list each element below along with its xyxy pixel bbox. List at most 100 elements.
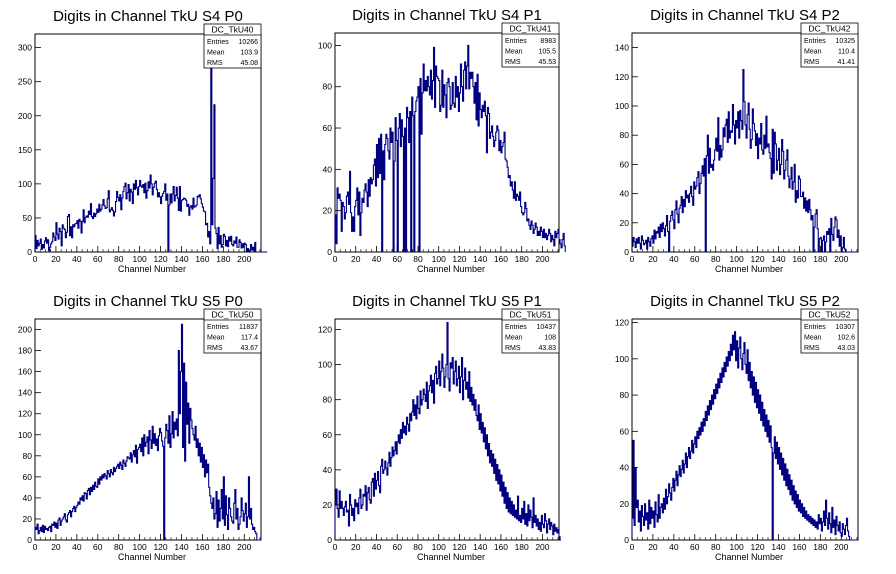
stats-histogram-name: DC_TkU50: [211, 310, 253, 320]
x-tick-label: 0: [630, 542, 635, 552]
stats-box: DC_TkU42 Entries 10325 Mean 110.4 RMS 41.41: [800, 22, 859, 68]
y-tick-label: 40: [323, 465, 333, 475]
panel-title: Digits in Channel TkU S4 P0: [53, 8, 243, 25]
x-tick-label: 120: [750, 542, 764, 552]
histogram-panel-1: Digits in Channel TkU S4 P0 0 20 40 60 80 100 1…: [18, 8, 268, 274]
histogram-panel-6: Digits in Channel TkU S5 P2 0 20 40 60 80 100 1…: [615, 293, 859, 562]
stats-histogram-name: DC_TkU40: [211, 25, 253, 35]
x-tick-label: 0: [33, 254, 38, 264]
x-tick-label: 160: [494, 254, 508, 264]
y-tick-label: 0: [624, 535, 629, 545]
stats-value-entries: 10307: [836, 324, 856, 331]
y-tick-label: 0: [27, 535, 32, 545]
stats-value-mean: 103.9: [240, 50, 258, 57]
stats-histogram-name: DC_TkU41: [509, 24, 551, 34]
plot-frame: [631, 318, 859, 541]
x-tick-label: 60: [93, 254, 103, 264]
histogram-panel-2: Digits in Channel TkU S4 P1 0 20 40 60 80 100 1…: [318, 7, 566, 274]
stats-key-mean: Mean: [505, 49, 523, 56]
y-tick-label: 50: [23, 213, 33, 223]
x-tick-label: 40: [72, 542, 82, 552]
y-tick-label: 160: [18, 367, 32, 377]
x-tick-label: 180: [216, 254, 230, 264]
x-tick-label: 40: [669, 254, 679, 264]
x-tick-label: 80: [413, 254, 423, 264]
stats-key-rms: RMS: [505, 345, 521, 352]
y-tick-label: 60: [323, 430, 333, 440]
plot-frame: [34, 33, 262, 253]
y-tick-label: 20: [23, 514, 33, 524]
y-tick-label: 100: [318, 360, 332, 370]
x-tick-label: 40: [372, 254, 382, 264]
x-tick-label: 60: [392, 542, 402, 552]
x-tick-label: 180: [216, 542, 230, 552]
stats-key-rms: RMS: [804, 345, 820, 352]
y-tick-label: 0: [624, 247, 629, 257]
plot-frame: [334, 318, 560, 541]
x-tick-label: 160: [195, 542, 209, 552]
x-tick-label: 60: [690, 542, 700, 552]
stats-key-entries: Entries: [804, 38, 826, 45]
stats-key-entries: Entries: [505, 38, 527, 45]
x-tick-label: 140: [771, 542, 785, 552]
y-tick-label: 140: [615, 43, 629, 53]
stats-histogram-name: DC_TkU51: [509, 310, 551, 320]
histogram-panel-4: Digits in Channel TkU S5 P0 0 20 40 60 80 100 1…: [18, 293, 262, 562]
stats-box-frame: [501, 308, 560, 354]
x-tick-label: 0: [630, 254, 635, 264]
panel-title: Digits in Channel TkU S5 P0: [53, 293, 243, 310]
stats-key-mean: Mean: [207, 335, 225, 342]
x-tick-label: 160: [792, 542, 806, 552]
stats-key-entries: Entries: [207, 39, 229, 46]
panel-title: Digits in Channel TkU S4 P1: [352, 7, 542, 24]
stats-key-rms: RMS: [804, 59, 820, 66]
y-tick-label: 80: [620, 130, 630, 140]
x-tick-label: 120: [750, 254, 764, 264]
histogram-series: [334, 44, 566, 253]
x-tick-label: 80: [114, 254, 124, 264]
stats-key-mean: Mean: [804, 335, 822, 342]
stats-box-frame: [203, 23, 262, 69]
stats-box-frame: [800, 308, 859, 354]
x-tick-label: 60: [93, 542, 103, 552]
x-tick-label: 140: [473, 254, 487, 264]
y-tick-label: 40: [23, 493, 33, 503]
stats-key-entries: Entries: [804, 324, 826, 331]
stats-box: DC_TkU50 Entries 11837 Mean 117.4 RMS 43.67: [203, 308, 262, 354]
x-tick-label: 160: [792, 254, 806, 264]
histogram-series: [631, 68, 858, 253]
y-tick-label: 140: [18, 388, 32, 398]
stats-box-frame: [203, 308, 262, 354]
x-tick-label: 20: [648, 254, 658, 264]
y-tick-label: 60: [23, 472, 33, 482]
stats-box: DC_TkU41 Entries 8983 Mean 105.5 RMS 45.53: [501, 22, 560, 68]
x-tick-label: 180: [813, 542, 827, 552]
x-tick-label: 120: [452, 542, 466, 552]
y-tick-label: 180: [18, 346, 32, 356]
stats-box: DC_TkU51 Entries 10437 Mean 108 RMS 43.83: [501, 308, 560, 354]
y-tick-label: 200: [18, 325, 32, 335]
stats-value-rms: 45.53: [538, 59, 556, 66]
x-tick-label: 180: [515, 542, 529, 552]
y-tick-label: 300: [18, 43, 32, 53]
x-tick-label: 200: [834, 254, 848, 264]
y-tick-label: 150: [18, 145, 32, 155]
panel-title: Digits in Channel TkU S5 P2: [650, 293, 840, 310]
y-tick-label: 100: [615, 354, 629, 364]
y-tick-label: 20: [620, 218, 630, 228]
x-tick-label: 20: [648, 542, 658, 552]
x-tick-label: 140: [473, 542, 487, 552]
stats-value-rms: 43.67: [240, 345, 258, 352]
y-tick-label: 40: [620, 189, 630, 199]
stats-value-mean: 110.4: [838, 49, 855, 56]
x-tick-label: 200: [237, 254, 251, 264]
plot-frame: [631, 32, 859, 253]
y-tick-label: 0: [327, 247, 332, 257]
x-tick-label: 100: [432, 254, 446, 264]
y-tick-label: 60: [620, 426, 630, 436]
stats-key-rms: RMS: [505, 59, 521, 66]
stats-value-entries: 10325: [836, 38, 856, 45]
x-tick-label: 40: [372, 542, 382, 552]
plot-frame: [334, 32, 560, 253]
